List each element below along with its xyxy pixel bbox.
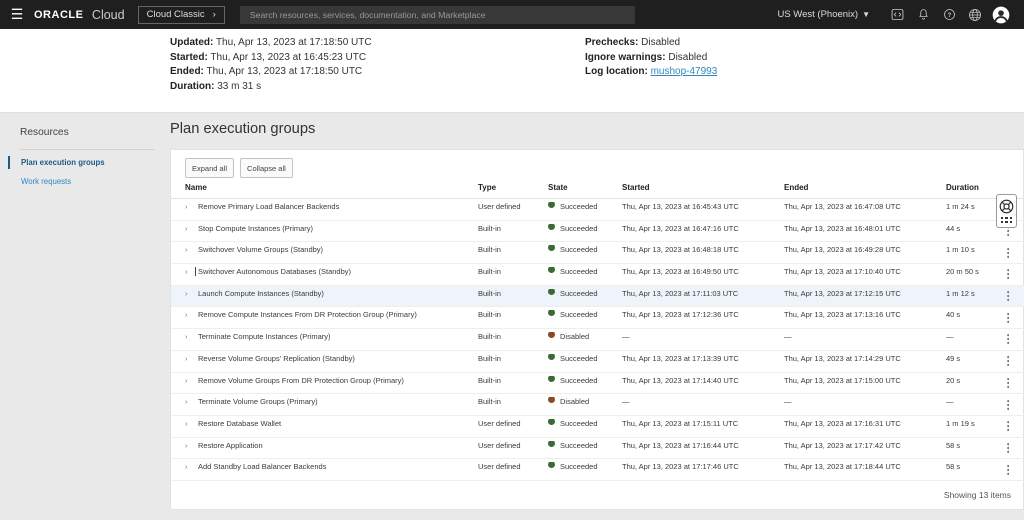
svg-text:?: ? (947, 13, 951, 19)
